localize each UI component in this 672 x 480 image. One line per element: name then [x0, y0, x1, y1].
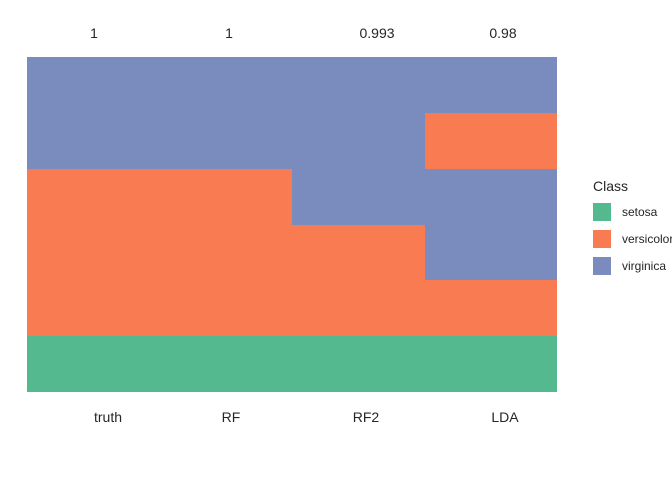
- segment-setosa: [27, 336, 160, 392]
- x-axis-label-lda: LDA: [491, 409, 519, 425]
- segment-versicolor: [292, 224, 425, 337]
- heatmap-column-truth: [27, 57, 160, 392]
- segment-setosa: [159, 336, 292, 392]
- accuracy-label-truth: 1: [90, 25, 98, 41]
- segment-setosa: [424, 336, 557, 392]
- segment-versicolor: [159, 168, 292, 337]
- legend-title: Class: [593, 178, 629, 194]
- legend-label-setosa: setosa: [622, 205, 658, 219]
- legend-item-versicolor: versicolor: [593, 230, 672, 248]
- legend-item-setosa: setosa: [593, 203, 672, 221]
- heatmap-column-lda: [424, 57, 557, 392]
- legend-label-versicolor: versicolor: [622, 232, 672, 246]
- x-axis-label-rf2: RF2: [352, 409, 380, 425]
- legend-item-virginica: virginica: [593, 257, 672, 275]
- segment-versicolor: [27, 168, 160, 337]
- accuracy-label-lda: 0.98: [489, 25, 517, 41]
- versicolor-swatch-icon: [593, 230, 611, 248]
- segment-virginica: [292, 57, 425, 225]
- segment-virginica: [424, 57, 557, 113]
- segment-virginica: [27, 57, 160, 169]
- legend-label-virginica: virginica: [622, 259, 667, 273]
- accuracy-label-rf2: 0.993: [359, 25, 395, 41]
- legend: Class setosa versicolor virginica: [593, 178, 672, 275]
- virginica-swatch-icon: [593, 257, 611, 275]
- plot-area: [27, 57, 557, 392]
- segment-virginica: [159, 57, 292, 169]
- setosa-swatch-icon: [593, 203, 611, 221]
- segment-setosa: [292, 336, 425, 392]
- segment-versicolor: [424, 280, 557, 337]
- x-axis-label-truth: truth: [93, 409, 123, 425]
- heatmap-column-rf2: [292, 57, 425, 392]
- accuracy-label-rf: 1: [225, 25, 233, 41]
- segment-virginica: [424, 168, 557, 281]
- heatmap-column-rf: [159, 57, 292, 392]
- x-axis-label-rf: RF: [221, 409, 241, 425]
- segment-versicolor: [424, 112, 557, 169]
